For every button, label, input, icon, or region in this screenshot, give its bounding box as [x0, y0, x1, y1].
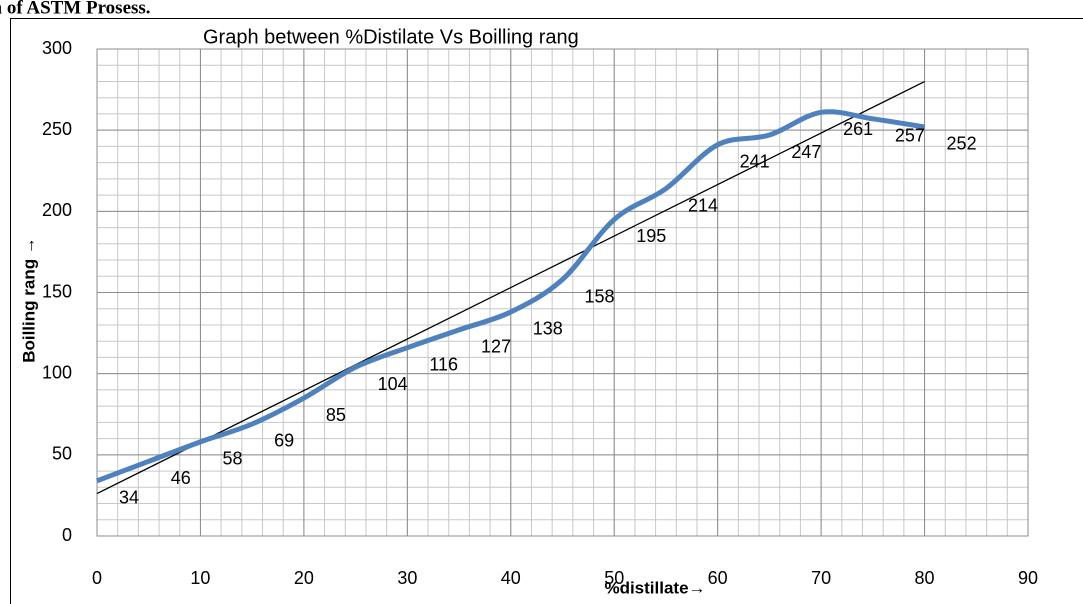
data-label: 214 — [688, 195, 718, 215]
y-tick-label: 250 — [42, 119, 72, 139]
y-tick-label: 300 — [42, 38, 72, 58]
x-tick-label: 40 — [501, 568, 521, 588]
x-tick-label: 10 — [190, 568, 210, 588]
trendline — [96, 80, 925, 495]
x-axis-label: %distillate→ — [604, 578, 705, 597]
x-tick-label: 70 — [811, 568, 831, 588]
y-axis-label: Boilling rang → — [19, 237, 38, 363]
y-tick-label: 150 — [42, 281, 72, 301]
data-label: 58 — [222, 449, 242, 469]
data-label: 257 — [895, 126, 925, 146]
x-tick-label: 0 — [92, 568, 102, 588]
chart-frame — [10, 18, 1083, 604]
data-label: 127 — [481, 337, 511, 357]
data-label: 46 — [171, 468, 191, 488]
data-label: 247 — [791, 142, 821, 162]
y-tick-label: 200 — [42, 200, 72, 220]
data-label: 69 — [274, 431, 294, 451]
y-tick-label: 100 — [42, 362, 72, 382]
y-tick-label: 0 — [62, 525, 72, 545]
data-label: 104 — [378, 374, 408, 394]
chart-title: Graph between %Distilate Vs Boilling ran… — [203, 26, 579, 48]
plot-border — [96, 48, 1029, 537]
y-tick-label: 50 — [52, 444, 72, 464]
x-tick-label: 20 — [294, 568, 314, 588]
data-label: 195 — [636, 226, 666, 246]
data-label: 138 — [533, 319, 563, 339]
data-label: 85 — [326, 405, 346, 425]
data-label: 116 — [429, 354, 458, 374]
data-label: 252 — [947, 134, 977, 154]
data-label: 34 — [119, 488, 139, 508]
data-label: 158 — [585, 286, 615, 306]
x-tick-label: 60 — [708, 568, 728, 588]
series-line — [96, 109, 925, 484]
grid — [96, 48, 1029, 537]
x-tick-label: 80 — [915, 568, 935, 588]
data-label: 261 — [843, 119, 873, 139]
x-tick-label: 50 — [604, 568, 624, 588]
x-tick-label: 90 — [1018, 568, 1038, 588]
data-label: 241 — [740, 152, 770, 172]
x-tick-label: 30 — [397, 568, 417, 588]
caption: on of ASTM Prosess. — [0, 0, 151, 18]
